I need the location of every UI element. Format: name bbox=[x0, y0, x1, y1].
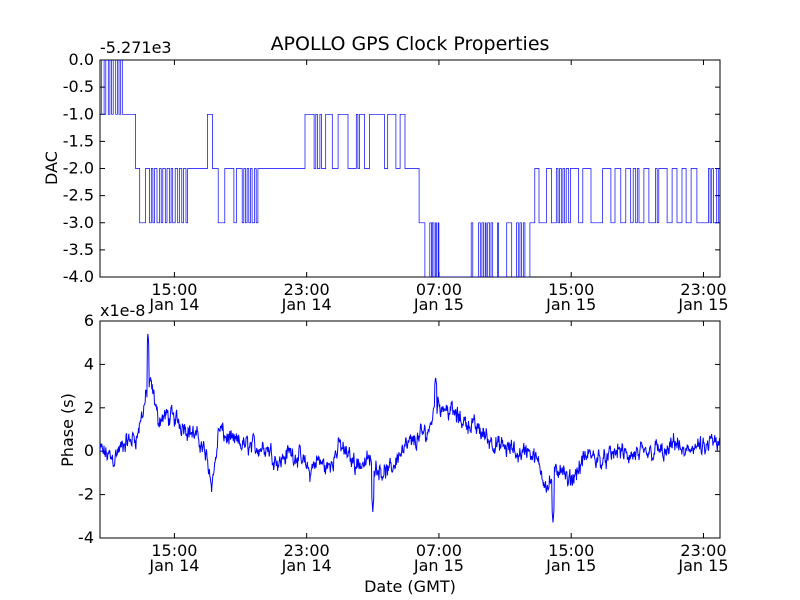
x-tick-label-time: 23:00 bbox=[680, 280, 726, 299]
y-tick-label: 6 bbox=[84, 311, 94, 330]
x-tick-label-date: Jan 15 bbox=[677, 295, 728, 314]
y-tick-label: -1.0 bbox=[63, 104, 94, 123]
y-tick-label: 0 bbox=[84, 441, 94, 460]
x-axis-label: Date (GMT) bbox=[364, 577, 456, 596]
bottom-panel: x1e-8 Phase (s) Date (GMT) 6 4 2 0 -2 -4 15:0… bbox=[58, 301, 729, 596]
x-tick-label-time: 07:00 bbox=[416, 280, 462, 299]
y-tick-label: -2.0 bbox=[63, 159, 94, 178]
x-tick-label-date: Jan 15 bbox=[545, 295, 596, 314]
bottom-offset-label: x1e-8 bbox=[100, 301, 145, 320]
y-tick-label: -3.0 bbox=[63, 213, 94, 232]
phase-series-line bbox=[100, 333, 720, 523]
y-tick-label: -1.5 bbox=[63, 131, 94, 150]
y-tick-label: 0.0 bbox=[69, 50, 94, 69]
y-tick-label: -4 bbox=[78, 528, 94, 547]
y-tick-label: 2 bbox=[84, 398, 94, 417]
y-tick-label: 4 bbox=[84, 354, 94, 373]
y-tick-label: -4.0 bbox=[63, 267, 94, 286]
x-tick-label-time: 15:00 bbox=[151, 541, 197, 560]
y-tick-label: -2 bbox=[78, 485, 94, 504]
bottom-plot-frame bbox=[99, 320, 721, 539]
chart-title: APOLLO GPS Clock Properties bbox=[271, 33, 550, 55]
x-tick-label-date: Jan 14 bbox=[148, 295, 199, 314]
y-tick-label: -0.5 bbox=[63, 77, 94, 96]
y-tick-label: -3.5 bbox=[63, 240, 94, 259]
top-y-ticks: 0.0 -0.5 -1.0 -1.5 -2.0 -2.5 -3.0 -3.5 -4.0 bbox=[63, 50, 720, 286]
x-tick-label-date: Jan 15 bbox=[545, 556, 596, 575]
bottom-y-axis-label: Phase (s) bbox=[58, 393, 77, 467]
x-tick-label-date: Jan 14 bbox=[281, 295, 332, 314]
x-tick-label-date: Jan 15 bbox=[677, 556, 728, 575]
bottom-y-ticks: 6 4 2 0 -2 -4 bbox=[78, 311, 720, 547]
x-tick-label-date: Jan 14 bbox=[281, 556, 332, 575]
x-tick-label-time: 15:00 bbox=[548, 541, 594, 560]
y-tick-label: -2.5 bbox=[63, 186, 94, 205]
x-tick-label-time: 07:00 bbox=[416, 541, 462, 560]
dac-series-line bbox=[100, 60, 720, 277]
x-tick-label-time: 23:00 bbox=[284, 541, 330, 560]
x-tick-label-time: 23:00 bbox=[680, 541, 726, 560]
x-tick-label-date: Jan 15 bbox=[413, 556, 464, 575]
top-panel: APOLLO GPS Clock Properties -5.271e3 DAC… bbox=[42, 33, 729, 314]
x-tick-label-date: Jan 14 bbox=[148, 556, 199, 575]
x-tick-label-time: 15:00 bbox=[548, 280, 594, 299]
x-tick-label-time: 23:00 bbox=[284, 280, 330, 299]
top-y-axis-label: DAC bbox=[42, 151, 61, 185]
top-offset-label: -5.271e3 bbox=[100, 38, 172, 57]
x-tick-label-date: Jan 15 bbox=[413, 295, 464, 314]
x-tick-label-time: 15:00 bbox=[151, 280, 197, 299]
